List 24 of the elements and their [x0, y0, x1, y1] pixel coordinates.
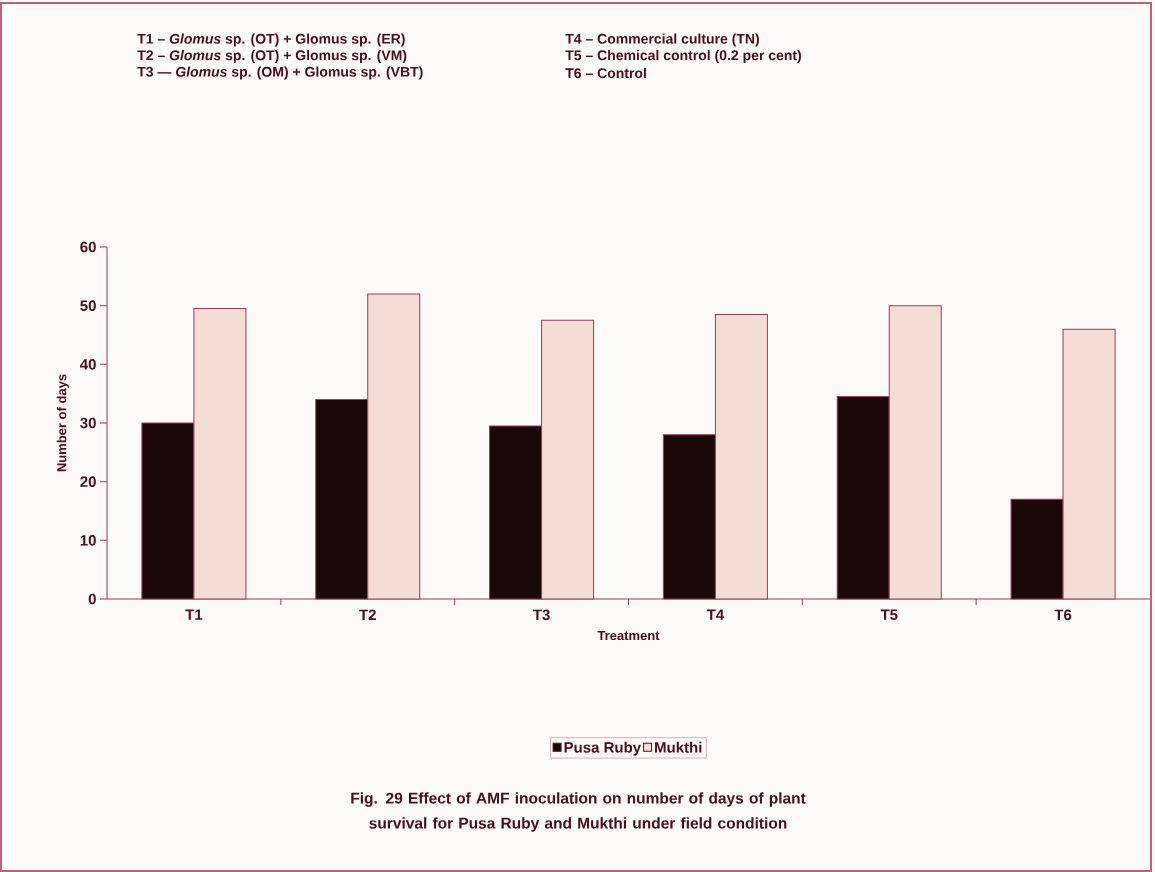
text: T6 – Control: [565, 67, 646, 79]
text: T4 – Commercial culture (TN): [565, 33, 759, 47]
x-tick-label: T2: [359, 609, 376, 620]
y-tick-label: 60: [80, 241, 96, 253]
text: T2 – Glomus sp. (OT) + Glomus sp. (VM): [137, 49, 407, 64]
x-axis-title: Treatment: [597, 631, 660, 641]
text: T5 – Chemical control (0.2 per cent): [565, 49, 801, 64]
y-tick-label: 10: [80, 535, 96, 546]
text: T3 — Glomus sp. (OM) + Glomus sp. (VBT): [137, 66, 423, 80]
x-tick-label: T5: [880, 609, 898, 620]
y-tick-label: 20: [80, 476, 96, 487]
y-tick-label: 30: [80, 417, 96, 429]
y-tick-label: 40: [80, 359, 96, 370]
x-tick-label: T6: [1054, 609, 1072, 621]
y-tick-label: 0: [88, 593, 96, 605]
x-tick-label: T1: [185, 609, 203, 620]
x-tick-label: T4: [706, 609, 725, 620]
text: T1 – Glomus sp. (OT) + Glomus sp. (ER): [137, 33, 405, 47]
y-axis-title: Number of days: [56, 374, 69, 472]
x-tick-label: T3: [533, 609, 550, 621]
text: Fig. 29 Effect of AMF inoculation on number of days of plant survival for Pusa Ruby and Mukthi under field condition: [351, 792, 806, 832]
y-tick-label: 50: [80, 300, 96, 311]
legend-label: Pusa Ruby: [564, 741, 641, 756]
legend-label: Mukthi: [655, 741, 702, 753]
